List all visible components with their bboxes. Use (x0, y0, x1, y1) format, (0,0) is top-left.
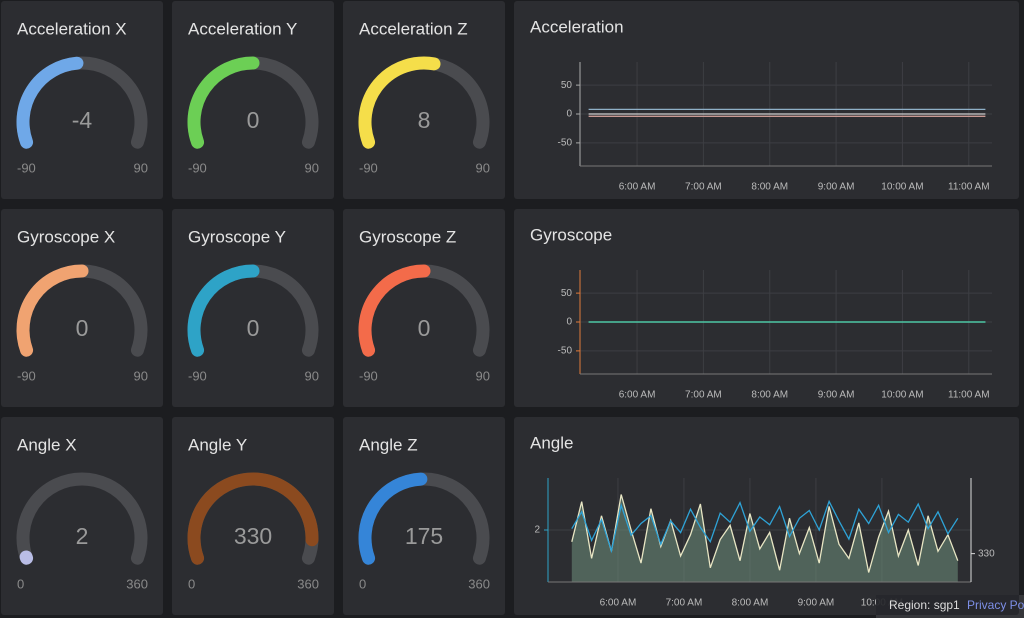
x-tick-label: 11:00 AM (948, 182, 990, 193)
gauge-max: 90 (134, 368, 148, 383)
y-tick-label: 50 (561, 288, 573, 299)
y-tick-label: 50 (561, 80, 573, 91)
x-tick-label: 6:00 AM (600, 598, 637, 609)
gauge-title: Acceleration X (17, 19, 127, 38)
gauge-card (343, 209, 505, 407)
gauge-value: 0 (247, 315, 260, 341)
gauge-card (1, 209, 163, 407)
x-tick-label: 6:00 AM (619, 390, 656, 401)
y-tick-label: 0 (566, 317, 572, 328)
gauge-value-arc (187, 264, 260, 357)
gauge-value: -4 (72, 107, 93, 133)
x-tick-label: 7:00 AM (685, 182, 722, 193)
footer-bg (876, 595, 1024, 618)
series-line (571, 499, 959, 554)
gauge-min: 0 (359, 576, 366, 591)
x-tick-label: 8:00 AM (732, 598, 769, 609)
gauge-card (1, 1, 163, 199)
gauge-title: Angle X (17, 435, 77, 454)
gauge-title: Gyroscope X (17, 227, 115, 246)
x-tick-label: 7:00 AM (685, 390, 722, 401)
x-tick-label: 9:00 AM (818, 182, 855, 193)
chart-title: Angle (530, 433, 573, 452)
gauge-max: 360 (126, 576, 148, 591)
gauge-max: 90 (476, 160, 490, 175)
gauge-max: 90 (305, 368, 319, 383)
gauge-card (172, 1, 334, 199)
gauge-min: -90 (359, 368, 378, 383)
gauge-value: 2 (76, 523, 89, 549)
x-tick-label: 8:00 AM (751, 182, 788, 193)
gauge-value-arc (187, 472, 319, 565)
x-tick-label: 9:00 AM (798, 598, 835, 609)
gauge-title: Acceleration Y (188, 19, 297, 38)
x-tick-label: 11:00 AM (948, 390, 990, 401)
gauge-value-arc (16, 264, 89, 357)
gauge-value: 0 (247, 107, 260, 133)
gauge-max: 360 (297, 576, 319, 591)
region-label: Region: sgp1 (889, 598, 960, 612)
gauge-value: 330 (234, 523, 272, 549)
y2-tick-label: 330 (978, 548, 995, 559)
gauge-value-arc (187, 56, 260, 149)
chart-title: Acceleration (530, 17, 624, 36)
chart-card (514, 417, 1019, 615)
gauge-min: -90 (188, 160, 207, 175)
gauge-card (172, 209, 334, 407)
x-tick-label: 6:00 AM (619, 182, 656, 193)
gauge-min: -90 (188, 368, 207, 383)
gauge-min: 0 (17, 576, 24, 591)
gauge-title: Gyroscope Y (188, 227, 286, 246)
x-tick-label: 9:00 AM (818, 390, 855, 401)
gauge-value-arc (16, 56, 84, 149)
gauge-max: 90 (476, 368, 490, 383)
gauge-value: 0 (418, 315, 431, 341)
gauge-title: Angle Y (188, 435, 247, 454)
chart-card (514, 209, 1019, 407)
gauge-value: 8 (418, 107, 431, 133)
gauge-track (16, 472, 148, 565)
gauge-min: -90 (359, 160, 378, 175)
y-tick-label: 0 (566, 109, 572, 120)
gauge-min: 0 (188, 576, 195, 591)
chart-title: Gyroscope (530, 225, 612, 244)
gauge-value: 0 (76, 315, 89, 341)
series-area (571, 494, 958, 582)
gauge-max: 90 (134, 160, 148, 175)
x-tick-label: 10:00 AM (881, 390, 923, 401)
x-tick-label: 10:00 AM (881, 182, 923, 193)
gauge-value-arc (358, 472, 428, 565)
gauge-max: 90 (305, 160, 319, 175)
x-tick-label: 8:00 AM (751, 390, 788, 401)
gauge-min: -90 (17, 368, 36, 383)
privacy-link[interactable]: Privacy Policy (967, 598, 1024, 612)
gauge-value-arc (358, 56, 441, 149)
gauge-card (1, 417, 163, 615)
y-tick-label: -50 (558, 346, 573, 357)
gauge-card (343, 1, 505, 199)
gauge-title: Gyroscope Z (359, 227, 456, 246)
gauge-value: 175 (405, 523, 443, 549)
gauge-title: Acceleration Z (359, 19, 468, 38)
gauge-card (172, 417, 334, 615)
gauge-title: Angle Z (359, 435, 418, 454)
gauge-card (343, 417, 505, 615)
chart-card (514, 1, 1019, 199)
series-line (571, 494, 959, 573)
y-tick-label: -50 (558, 138, 573, 149)
gauge-max: 360 (468, 576, 490, 591)
gauge-min: -90 (17, 160, 36, 175)
y-tick-label: 2 (534, 525, 540, 536)
x-tick-label: 7:00 AM (666, 598, 703, 609)
gauge-value-arc (358, 264, 431, 357)
